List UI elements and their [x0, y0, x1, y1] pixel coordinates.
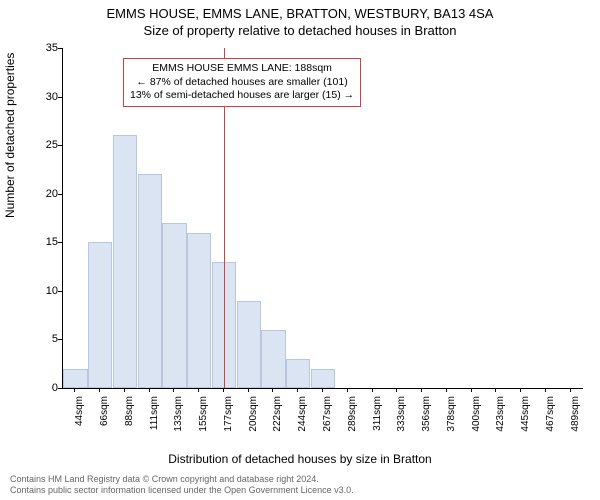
x-tick-mark: [248, 388, 249, 392]
x-tick-mark: [421, 388, 422, 392]
x-tick-label: 356sqm: [421, 396, 432, 436]
x-tick-mark: [545, 388, 546, 392]
footer-line-1: Contains HM Land Registry data © Crown c…: [10, 474, 354, 485]
y-tick-label: 10: [36, 285, 58, 297]
footer-line-2: Contains public sector information licen…: [10, 485, 354, 496]
y-tick-mark: [58, 339, 62, 340]
x-tick-label: 244sqm: [297, 396, 308, 436]
x-tick-label: 423sqm: [495, 396, 506, 436]
x-tick-label: 177sqm: [223, 396, 234, 436]
annotation-line: EMMS HOUSE EMMS LANE: 188sqm: [130, 62, 354, 76]
histogram-bar: [63, 369, 87, 388]
histogram-bar: [138, 174, 162, 388]
y-tick-label: 5: [36, 333, 58, 345]
x-tick-label: 489sqm: [570, 396, 581, 436]
y-tick-mark: [58, 388, 62, 389]
x-tick-mark: [372, 388, 373, 392]
histogram-bar: [286, 359, 310, 388]
x-tick-label: 111sqm: [149, 396, 160, 436]
x-tick-mark: [446, 388, 447, 392]
x-tick-label: 333sqm: [396, 396, 407, 436]
x-tick-mark: [297, 388, 298, 392]
x-tick-mark: [272, 388, 273, 392]
title-address: EMMS HOUSE, EMMS LANE, BRATTON, WESTBURY…: [0, 0, 600, 21]
plot-area: EMMS HOUSE EMMS LANE: 188sqm← 87% of det…: [62, 48, 583, 389]
x-tick-mark: [198, 388, 199, 392]
annotation-line: ← 87% of detached houses are smaller (10…: [130, 76, 354, 90]
x-tick-mark: [99, 388, 100, 392]
y-tick-label: 25: [36, 139, 58, 151]
x-tick-label: 66sqm: [99, 396, 110, 436]
y-axis-label: Number of detached properties: [3, 53, 17, 218]
x-tick-mark: [347, 388, 348, 392]
x-axis-label: Distribution of detached houses by size …: [0, 452, 600, 466]
x-tick-mark: [570, 388, 571, 392]
title-subtitle: Size of property relative to detached ho…: [0, 21, 600, 38]
x-tick-mark: [322, 388, 323, 392]
x-tick-label: 133sqm: [173, 396, 184, 436]
x-tick-mark: [74, 388, 75, 392]
x-tick-label: 378sqm: [446, 396, 457, 436]
histogram-bar: [113, 135, 137, 388]
x-tick-label: 267sqm: [322, 396, 333, 436]
y-tick-mark: [58, 194, 62, 195]
x-tick-mark: [149, 388, 150, 392]
y-tick-label: 30: [36, 91, 58, 103]
annotation-line: 13% of semi-detached houses are larger (…: [130, 89, 354, 103]
y-tick-mark: [58, 242, 62, 243]
y-tick-label: 0: [36, 382, 58, 394]
x-tick-label: 44sqm: [74, 396, 85, 436]
histogram-bar: [311, 369, 335, 388]
histogram-bar: [237, 301, 261, 388]
x-tick-mark: [520, 388, 521, 392]
x-tick-mark: [471, 388, 472, 392]
x-tick-label: 155sqm: [198, 396, 209, 436]
y-tick-label: 20: [36, 188, 58, 200]
histogram-bar: [261, 330, 285, 388]
y-tick-label: 15: [36, 236, 58, 248]
y-tick-mark: [58, 291, 62, 292]
histogram-bar: [187, 233, 211, 388]
y-tick-mark: [58, 97, 62, 98]
footer-attribution: Contains HM Land Registry data © Crown c…: [10, 474, 354, 496]
chart-container: EMMS HOUSE, EMMS LANE, BRATTON, WESTBURY…: [0, 0, 600, 500]
x-tick-label: 200sqm: [248, 396, 259, 436]
x-tick-mark: [124, 388, 125, 392]
x-tick-label: 445sqm: [520, 396, 531, 436]
y-tick-mark: [58, 48, 62, 49]
x-tick-label: 311sqm: [372, 396, 383, 436]
x-tick-mark: [223, 388, 224, 392]
x-tick-label: 289sqm: [347, 396, 358, 436]
y-tick-label: 35: [36, 42, 58, 54]
x-tick-mark: [495, 388, 496, 392]
x-tick-mark: [173, 388, 174, 392]
histogram-bar: [88, 242, 112, 388]
x-tick-label: 467sqm: [545, 396, 556, 436]
x-tick-label: 88sqm: [124, 396, 135, 436]
annotation-box: EMMS HOUSE EMMS LANE: 188sqm← 87% of det…: [123, 58, 361, 107]
x-tick-label: 400sqm: [471, 396, 482, 436]
x-tick-label: 222sqm: [272, 396, 283, 436]
histogram-bar: [162, 223, 186, 388]
x-tick-mark: [396, 388, 397, 392]
y-tick-mark: [58, 145, 62, 146]
